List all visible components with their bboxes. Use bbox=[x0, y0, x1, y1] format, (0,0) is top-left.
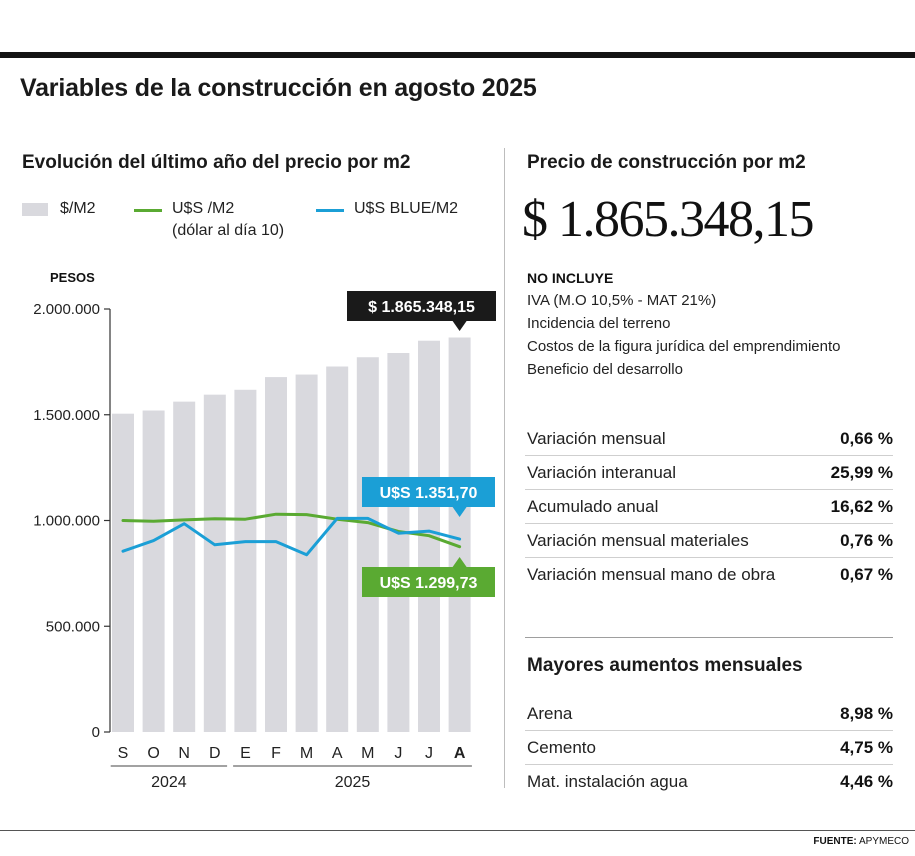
x-tick-label: M bbox=[300, 745, 313, 762]
variation-label: Variación mensual bbox=[527, 429, 666, 448]
x-tick-label: A bbox=[454, 745, 466, 762]
callout-pointer bbox=[452, 321, 467, 331]
callout-label: U$S 1.299,73 bbox=[380, 575, 478, 592]
variation-value: 16,62 % bbox=[830, 497, 893, 516]
x-tick-label: F bbox=[271, 745, 281, 762]
x-tick-label: O bbox=[147, 745, 159, 762]
year-label: 2024 bbox=[151, 774, 187, 791]
increases-title: Mayores aumentos mensuales bbox=[527, 655, 803, 676]
price-value: $ 1.865.348,15 bbox=[522, 191, 815, 248]
callout-box bbox=[362, 477, 495, 507]
bar bbox=[173, 401, 196, 732]
y-tick-label: 1.000.000 bbox=[33, 513, 100, 530]
price-subtitle: Precio de construcción por m2 bbox=[527, 152, 806, 173]
page-title: Variables de la construcción en agosto 2… bbox=[20, 74, 537, 102]
callout-pointer bbox=[452, 557, 467, 567]
x-tick-label: N bbox=[178, 745, 190, 762]
bar bbox=[387, 352, 410, 732]
increase-row: Mat. instalación agua 4,46 % bbox=[525, 765, 893, 798]
source-label: FUENTE: bbox=[813, 836, 857, 847]
variation-label: Variación mensual mano de obra bbox=[527, 565, 776, 584]
increase-label: Mat. instalación agua bbox=[527, 772, 688, 791]
variation-value: 25,99 % bbox=[830, 463, 893, 482]
top-rule bbox=[0, 52, 915, 58]
y-axis-title: PESOS bbox=[50, 270, 95, 285]
panel-divider bbox=[504, 148, 505, 788]
variation-value: 0,76 % bbox=[840, 531, 893, 550]
callout-label: $ 1.865.348,15 bbox=[368, 299, 475, 316]
bar bbox=[326, 366, 349, 732]
variation-row: Variación mensual materiales 0,76 % bbox=[525, 524, 893, 558]
legend-label: U$S /M2 bbox=[172, 200, 235, 217]
increase-label: Cemento bbox=[527, 738, 596, 757]
legend-swatch-line-blue bbox=[316, 209, 344, 212]
bar bbox=[265, 377, 287, 732]
excludes-title: NO INCLUYE bbox=[527, 270, 614, 286]
legend-swatch-line-green bbox=[134, 209, 162, 212]
legend-label: U$S BLUE/M2 bbox=[354, 200, 459, 217]
y-tick-label: 2.000.000 bbox=[33, 301, 100, 318]
increase-value: 4,75 % bbox=[840, 738, 893, 757]
x-tick-label: A bbox=[332, 745, 343, 762]
price-chart: PESOS 0 500.000 1.000.000 1.500.000 2.000.000… bbox=[33, 270, 496, 791]
bar bbox=[234, 389, 257, 732]
x-tick-label: S bbox=[118, 745, 129, 762]
variation-value: 0,67 % bbox=[840, 565, 893, 584]
y-tick-label: 500.000 bbox=[46, 618, 100, 635]
increase-row: Cemento 4,75 % bbox=[525, 731, 893, 765]
x-tick-label: J bbox=[394, 745, 402, 762]
variation-row: Acumulado anual 16,62 % bbox=[525, 490, 893, 524]
callout-box bbox=[347, 291, 496, 321]
variation-row: Variación interanual 25,99 % bbox=[525, 456, 893, 490]
callout-box bbox=[362, 567, 495, 597]
source-credit: FUENTE: APYMECO bbox=[813, 836, 909, 847]
x-tick-label: M bbox=[361, 745, 374, 762]
source-value: APYMECO bbox=[858, 836, 909, 847]
bottom-rule bbox=[0, 830, 915, 831]
bar bbox=[448, 337, 471, 732]
year-label: 2025 bbox=[335, 774, 371, 791]
x-tick-label: D bbox=[209, 745, 221, 762]
series-line bbox=[121, 516, 462, 557]
variation-value: 0,66 % bbox=[840, 429, 893, 448]
variation-label: Acumulado anual bbox=[527, 497, 659, 516]
excludes-item: Costos de la figura jurídica del emprend… bbox=[527, 338, 841, 355]
chart-subtitle: Evolución del último año del precio por … bbox=[22, 152, 411, 173]
y-tick-label: 1.500.000 bbox=[33, 407, 100, 424]
bar bbox=[112, 413, 134, 732]
x-tick-label: E bbox=[240, 745, 251, 762]
y-tick-label: 0 bbox=[92, 724, 100, 741]
variation-row: Variación mensual mano de obra 0,67 % bbox=[525, 558, 893, 591]
excludes-item: Incidencia del terreno bbox=[527, 315, 671, 332]
callout-label: U$S 1.351,70 bbox=[380, 485, 478, 502]
increase-row: Arena 8,98 % bbox=[525, 697, 893, 731]
excludes-item: Beneficio del desarrollo bbox=[527, 361, 683, 378]
bar bbox=[142, 410, 165, 732]
increase-value: 8,98 % bbox=[840, 704, 893, 723]
variation-label: Variación mensual materiales bbox=[527, 531, 749, 550]
section-rule bbox=[525, 637, 893, 638]
legend-note: (dólar al día 10) bbox=[172, 222, 285, 239]
increase-value: 4,46 % bbox=[840, 772, 893, 791]
increase-label: Arena bbox=[527, 704, 573, 723]
x-tick-label: J bbox=[425, 745, 433, 762]
legend-swatch-bar bbox=[22, 203, 48, 216]
variation-label: Variación interanual bbox=[527, 463, 676, 482]
variation-row: Variación mensual 0,66 % bbox=[525, 422, 893, 456]
bar bbox=[356, 357, 379, 732]
callout-pointer bbox=[452, 507, 467, 517]
legend-label: $/M2 bbox=[60, 200, 96, 217]
bar bbox=[203, 394, 226, 732]
excludes-item: IVA (M.O 10,5% - MAT 21%) bbox=[527, 292, 717, 309]
